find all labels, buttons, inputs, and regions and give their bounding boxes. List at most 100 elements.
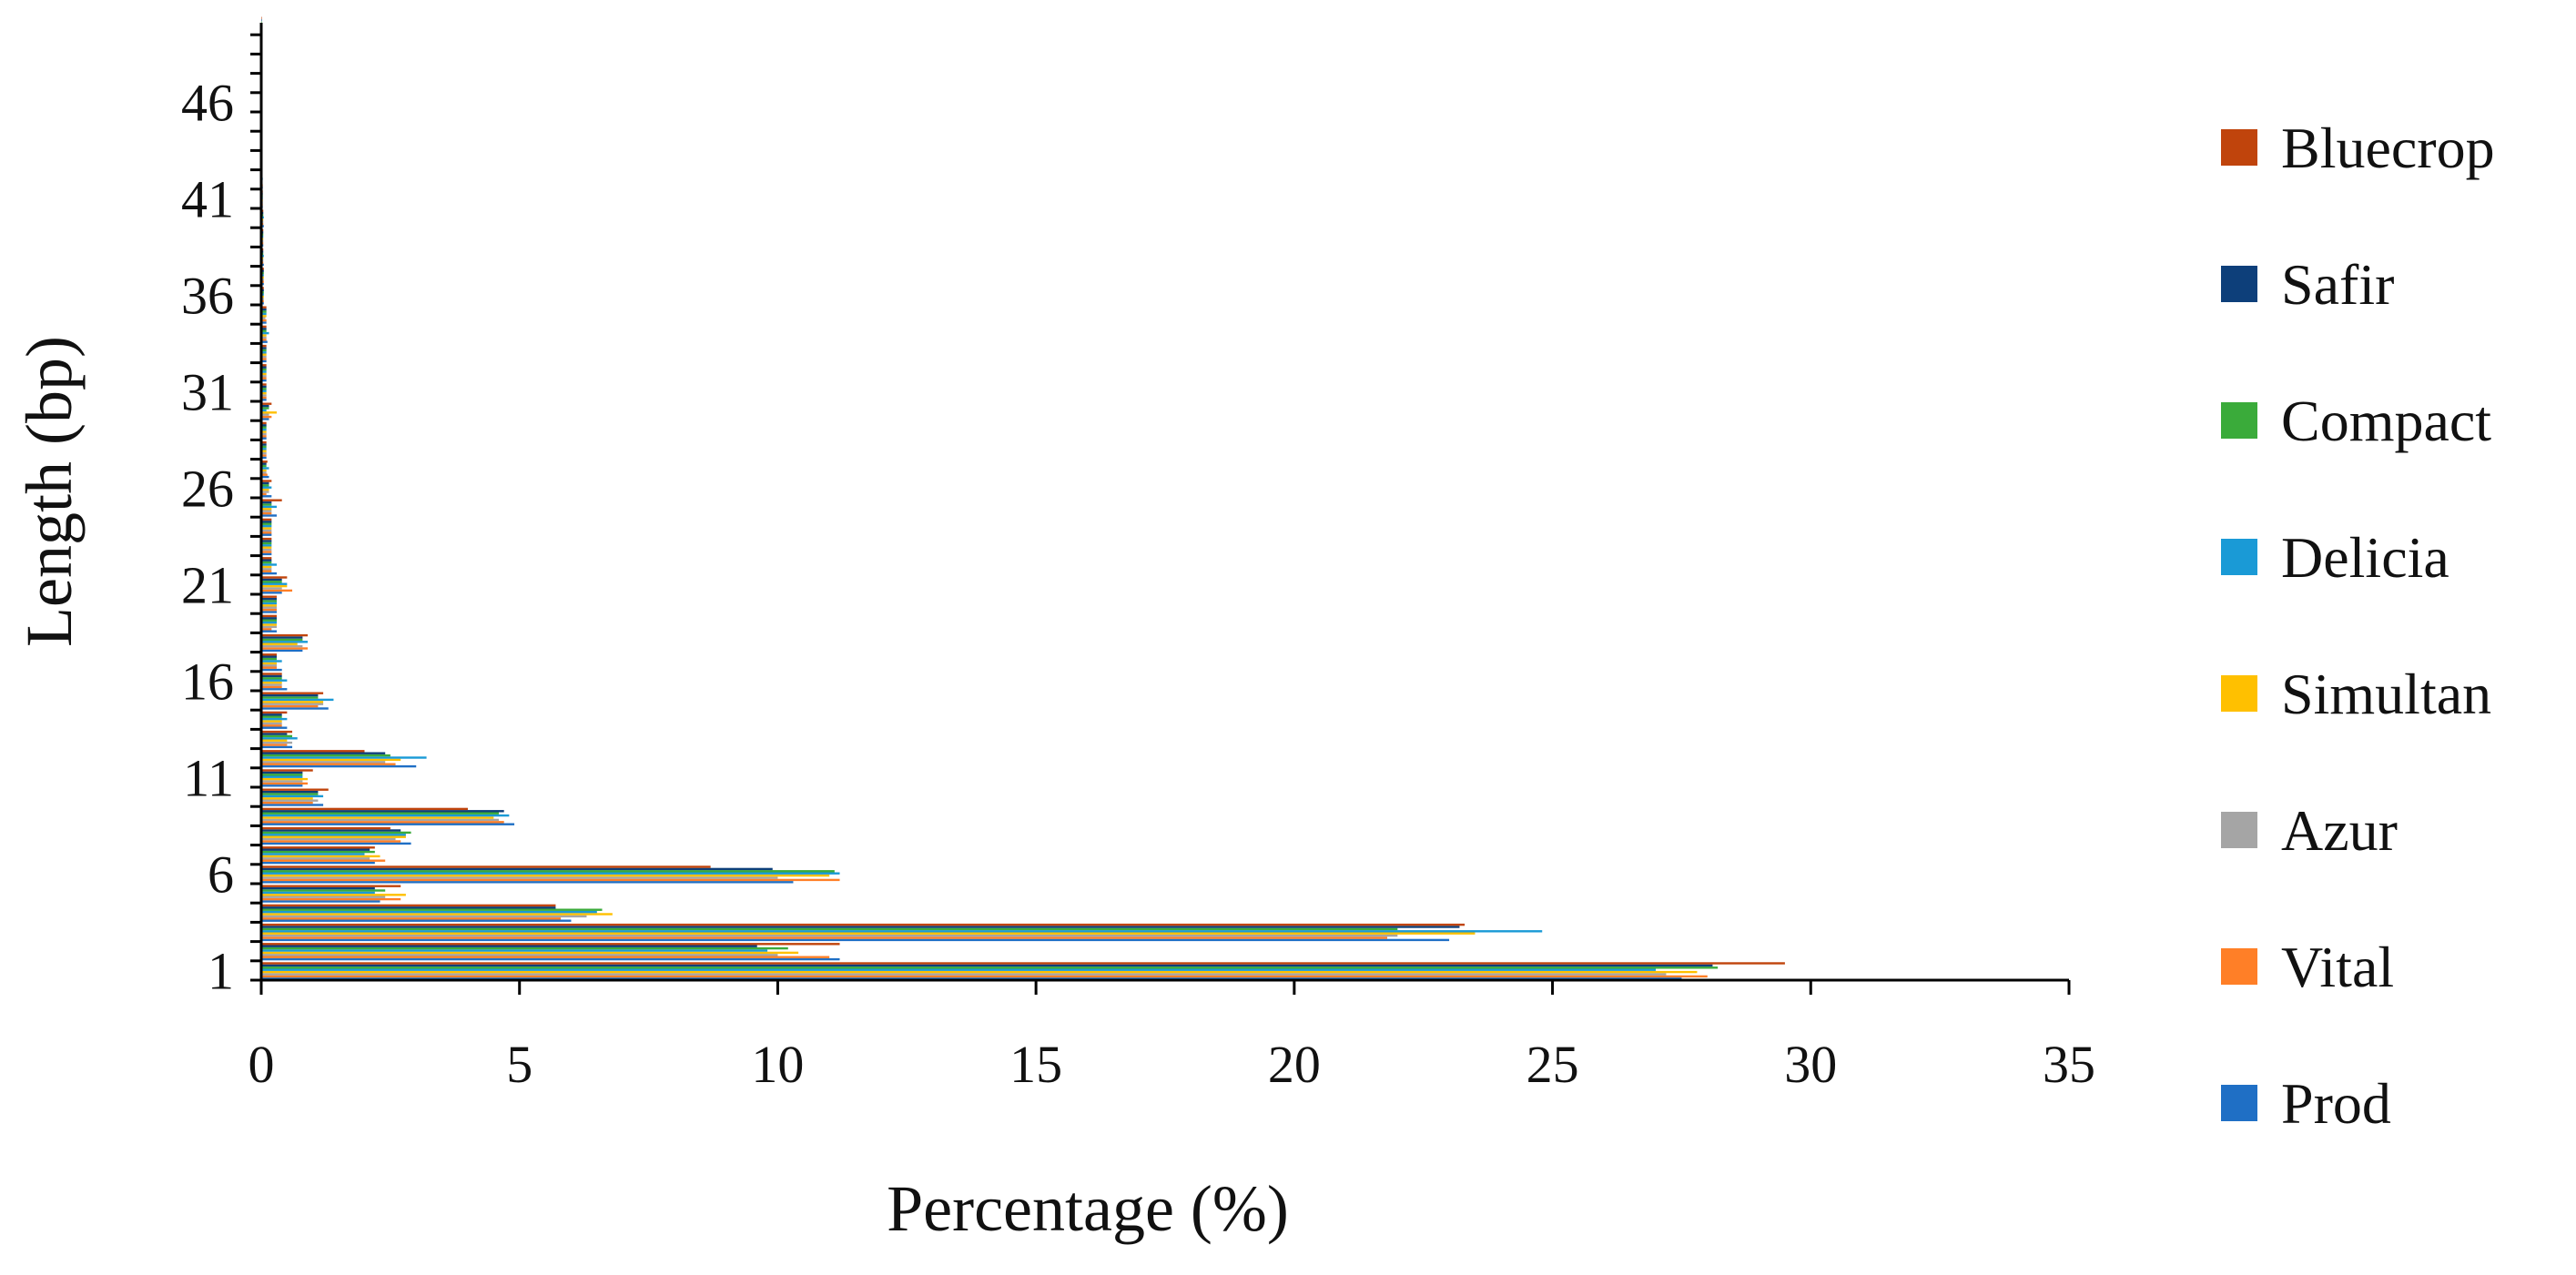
bar-delicia-len-8 bbox=[261, 834, 406, 836]
x-tick-label: 5 bbox=[506, 1035, 532, 1094]
bar-delicia-len-9 bbox=[261, 814, 510, 817]
bar-azur-len-12 bbox=[261, 761, 386, 764]
bar-safir-len-10 bbox=[261, 790, 319, 794]
bar-vital-len-31 bbox=[261, 396, 267, 400]
bar-prod-len-35 bbox=[261, 321, 267, 324]
bar-delicia-len-13 bbox=[261, 737, 298, 740]
x-tick-label: 20 bbox=[1268, 1035, 1321, 1094]
bar-bluecrop-len-2 bbox=[261, 943, 840, 946]
bar-bluecrop-len-3 bbox=[261, 923, 1465, 926]
legend-swatch-bluecrop bbox=[2221, 129, 2257, 166]
bar-simultan-len-19 bbox=[261, 623, 278, 626]
bar-prod-len-1 bbox=[261, 977, 1682, 980]
bar-delicia-len-26 bbox=[261, 486, 272, 489]
bar-delicia-len-10 bbox=[261, 794, 324, 798]
bar-simultan-len-32 bbox=[261, 372, 267, 376]
bar-compact-len-29 bbox=[261, 426, 267, 429]
bar-azur-len-23 bbox=[261, 548, 272, 551]
bar-delicia-len-31 bbox=[261, 390, 267, 392]
bar-bluecrop-len-7 bbox=[261, 846, 375, 849]
bar-bluecrop-len-11 bbox=[261, 769, 313, 772]
bar-azur-len-14 bbox=[261, 722, 282, 725]
bar-safir-len-2 bbox=[261, 945, 757, 947]
bar-vital-len-7 bbox=[261, 859, 386, 862]
bar-prod-len-13 bbox=[261, 745, 293, 749]
bar-simultan-len-13 bbox=[261, 739, 288, 742]
bar-safir-len-34 bbox=[261, 328, 267, 330]
bar-azur-len-27 bbox=[261, 471, 267, 474]
bar-compact-len-32 bbox=[261, 368, 267, 371]
bar-prod-len-33 bbox=[261, 359, 267, 363]
bar-delicia-len-19 bbox=[261, 621, 278, 624]
bar-delicia-len-25 bbox=[261, 505, 278, 509]
bar-compact-len-26 bbox=[261, 484, 269, 487]
bar-prod-len-28 bbox=[261, 456, 267, 460]
bar-vital-len-11 bbox=[261, 782, 309, 785]
bar-safir-len-5 bbox=[261, 886, 375, 890]
bar-vital-len-22 bbox=[261, 570, 272, 572]
bar-delicia-len-33 bbox=[261, 351, 267, 354]
bar-prod-len-2 bbox=[261, 957, 840, 961]
bar-azur-len-6 bbox=[261, 876, 778, 879]
bar-vital-len-18 bbox=[261, 647, 309, 650]
bar-bluecrop-len-32 bbox=[261, 364, 267, 367]
y-tick-label: 36 bbox=[181, 266, 234, 325]
bar-safir-len-22 bbox=[261, 559, 272, 562]
bar-prod-len-8 bbox=[261, 842, 411, 845]
bar-safir-len-29 bbox=[261, 424, 267, 427]
bar-bluecrop-len-26 bbox=[261, 480, 272, 482]
bar-azur-len-30 bbox=[261, 413, 269, 416]
y-tick-label: 41 bbox=[181, 169, 234, 228]
bar-bluecrop-len-30 bbox=[261, 402, 272, 405]
x-tick-label: 30 bbox=[1784, 1035, 1837, 1094]
bar-safir-len-8 bbox=[261, 829, 401, 832]
bar-azur-len-21 bbox=[261, 587, 282, 590]
bar-azur-len-2 bbox=[261, 954, 778, 956]
bar-bluecrop-len-23 bbox=[261, 537, 272, 541]
bar-simultan-len-26 bbox=[261, 488, 269, 491]
bar-vital-len-15 bbox=[261, 704, 319, 708]
bar-compact-len-1 bbox=[261, 966, 1719, 969]
bar-bluecrop-len-17 bbox=[261, 653, 278, 656]
bar-azur-len-3 bbox=[261, 934, 1398, 937]
bar-compact-len-28 bbox=[261, 445, 267, 449]
bar-vital-len-35 bbox=[261, 319, 267, 322]
bar-bluecrop-len-19 bbox=[261, 614, 278, 618]
bar-compact-len-3 bbox=[261, 927, 1398, 931]
bar-vital-len-9 bbox=[261, 821, 504, 824]
bar-bluecrop-len-6 bbox=[261, 865, 711, 868]
bar-safir-len-20 bbox=[261, 597, 278, 601]
bar-delicia-len-32 bbox=[261, 370, 267, 373]
bar-prod-len-29 bbox=[261, 437, 267, 440]
bar-azur-len-4 bbox=[261, 915, 587, 918]
bar-simultan-len-23 bbox=[261, 546, 272, 549]
legend-label-simultan: Simultan bbox=[2281, 662, 2491, 726]
bar-safir-len-30 bbox=[261, 404, 269, 408]
bar-bluecrop-len-5 bbox=[261, 885, 401, 887]
legend-swatch-compact bbox=[2221, 402, 2257, 439]
bar-safir-len-16 bbox=[261, 674, 282, 678]
bar-compact-len-22 bbox=[261, 561, 272, 564]
bar-vital-len-34 bbox=[261, 339, 267, 341]
bar-safir-len-13 bbox=[261, 733, 288, 735]
bar-bluecrop-len-14 bbox=[261, 711, 288, 714]
bar-compact-len-21 bbox=[261, 581, 282, 583]
bar-vital-len-14 bbox=[261, 724, 282, 727]
legend-label-bluecrop: Bluecrop bbox=[2281, 116, 2495, 180]
bar-prod-len-31 bbox=[261, 399, 267, 401]
bar-vital-len-25 bbox=[261, 511, 272, 515]
bar-prod-len-12 bbox=[261, 764, 417, 768]
bar-simultan-len-21 bbox=[261, 584, 288, 588]
legend-swatch-delicia bbox=[2221, 539, 2257, 575]
bar-vital-len-29 bbox=[261, 435, 267, 438]
bar-vital-len-26 bbox=[261, 492, 267, 496]
bar-bluecrop-len-18 bbox=[261, 633, 309, 637]
bar-vital-len-6 bbox=[261, 878, 840, 882]
bar-azur-len-16 bbox=[261, 683, 282, 686]
bar-safir-len-50 bbox=[261, 18, 262, 22]
bar-azur-len-28 bbox=[261, 451, 267, 455]
legend-label-delicia: Delicia bbox=[2281, 525, 2449, 590]
bar-delicia-len-21 bbox=[261, 582, 288, 585]
bar-vital-len-33 bbox=[261, 358, 267, 360]
bar-azur-len-17 bbox=[261, 664, 278, 667]
